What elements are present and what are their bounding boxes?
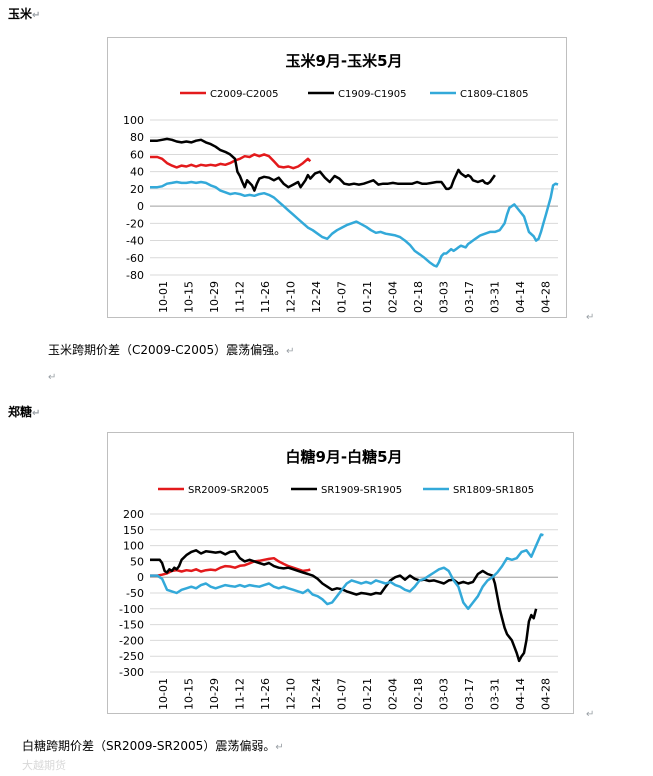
x-tick-label: 04-14 bbox=[514, 678, 527, 710]
y-tick-label: 0 bbox=[137, 571, 144, 584]
y-tick-label: -60 bbox=[126, 252, 144, 265]
y-tick-label: 40 bbox=[130, 166, 144, 179]
watermark: 大越期货 bbox=[22, 757, 66, 773]
y-tick-label: 150 bbox=[123, 524, 144, 537]
sugar-caption-text: 白糖跨期价差（SR2009-SR2005）震荡偏弱。 bbox=[22, 739, 276, 753]
y-tick-label: -250 bbox=[119, 650, 144, 663]
paragraph-mark: ↵ bbox=[32, 408, 41, 419]
x-tick-label: 11-12 bbox=[233, 281, 246, 313]
x-tick-label: 01-07 bbox=[335, 678, 348, 710]
section-heading-corn: 玉米↵ bbox=[8, 5, 40, 22]
x-tick-label: 02-04 bbox=[386, 678, 399, 710]
section-heading-sugar: 郑糖↵ bbox=[8, 403, 40, 420]
x-tick-label: 04-28 bbox=[539, 281, 552, 313]
y-tick-label: -20 bbox=[126, 217, 144, 230]
x-tick-label: 02-18 bbox=[412, 678, 425, 710]
y-tick-label: -40 bbox=[126, 235, 144, 248]
chart-title: 白糖9月-白糖5月 bbox=[285, 448, 402, 466]
corn-caption-text: 玉米跨期价差（C2009-C2005）震荡偏强。 bbox=[48, 343, 287, 357]
section-heading-corn-text: 玉米 bbox=[8, 7, 33, 21]
x-tick-label: 12-24 bbox=[310, 678, 323, 710]
x-tick-label: 01-07 bbox=[335, 281, 348, 313]
paragraph-mark: ↵ bbox=[32, 10, 41, 21]
x-tick-label: 11-26 bbox=[259, 678, 272, 710]
chart-title: 玉米9月-玉米5月 bbox=[285, 52, 402, 70]
x-tick-label: 03-17 bbox=[463, 678, 476, 710]
x-tick-label: 02-04 bbox=[386, 281, 399, 313]
y-tick-label: 20 bbox=[130, 183, 144, 196]
series-line bbox=[150, 556, 311, 577]
x-tick-label: 01-21 bbox=[361, 678, 374, 710]
series-line bbox=[150, 533, 544, 611]
y-tick-label: -50 bbox=[126, 587, 144, 600]
watermark-text: 大越期货 bbox=[22, 759, 66, 772]
x-tick-label: 10-01 bbox=[157, 281, 170, 313]
y-tick-label: 60 bbox=[130, 148, 144, 161]
paragraph-mark: ↵ bbox=[275, 742, 284, 753]
corn-spread-chart: 玉米9月-玉米5月 C2009-C2005 C1909-C1905 C1809-C18… bbox=[107, 37, 567, 318]
x-tick-label: 12-24 bbox=[310, 281, 323, 313]
sugar-spread-chart: 白糖9月-白糖5月 SR2009-SR2005 SR1909-SR1905 SR180… bbox=[107, 432, 574, 714]
x-tick-label: 01-21 bbox=[361, 281, 374, 313]
y-tick-label: -300 bbox=[119, 666, 144, 679]
y-tick-label: -80 bbox=[126, 269, 144, 282]
y-tick-label: -100 bbox=[119, 603, 144, 616]
legend-label: C2009-C2005 bbox=[210, 89, 278, 100]
y-tick-label: 200 bbox=[123, 508, 144, 521]
sugar-caption: 白糖跨期价差（SR2009-SR2005）震荡偏弱。↵ bbox=[22, 737, 284, 754]
legend-label: C1809-C1805 bbox=[460, 89, 528, 100]
y-tick-label: 0 bbox=[137, 200, 144, 213]
x-tick-label: 10-15 bbox=[182, 281, 195, 313]
paragraph-mark: ↵ bbox=[586, 709, 595, 720]
x-tick-label: 02-18 bbox=[412, 281, 425, 313]
x-tick-label: 03-31 bbox=[488, 678, 501, 710]
x-tick-label: 03-03 bbox=[437, 281, 450, 313]
x-tick-label: 12-10 bbox=[284, 281, 297, 313]
x-tick-label: 10-15 bbox=[182, 678, 195, 710]
x-tick-label: 12-10 bbox=[284, 678, 297, 710]
y-tick-label: 50 bbox=[130, 555, 144, 568]
x-tick-label: 10-29 bbox=[208, 678, 221, 710]
x-tick-label: 03-31 bbox=[488, 281, 501, 313]
y-tick-label: 80 bbox=[130, 131, 144, 144]
legend-label: SR2009-SR2005 bbox=[188, 485, 269, 496]
x-tick-label: 03-03 bbox=[437, 678, 450, 710]
y-tick-label: 100 bbox=[123, 540, 144, 553]
series-line bbox=[150, 180, 559, 268]
y-tick-label: -150 bbox=[119, 619, 144, 632]
sugar-spread-chart-svg: 白糖9月-白糖5月 SR2009-SR2005 SR1909-SR1905 SR180… bbox=[119, 448, 558, 710]
x-tick-label: 10-29 bbox=[208, 281, 221, 313]
paragraph-mark: ↵ bbox=[586, 312, 595, 323]
paragraph-mark: ↵ bbox=[286, 346, 295, 357]
paragraph-mark: ↵ bbox=[48, 372, 57, 383]
x-tick-label: 04-14 bbox=[514, 281, 527, 313]
x-tick-label: 10-01 bbox=[157, 678, 170, 710]
section-heading-sugar-text: 郑糖 bbox=[8, 405, 33, 419]
legend-label: C1909-C1905 bbox=[338, 89, 406, 100]
series-line bbox=[150, 549, 538, 663]
corn-spread-chart-svg: 玉米9月-玉米5月 C2009-C2005 C1909-C1905 C1809-C18… bbox=[123, 52, 559, 313]
x-tick-label: 11-26 bbox=[259, 281, 272, 313]
x-tick-label: 11-12 bbox=[233, 678, 246, 710]
corn-caption: 玉米跨期价差（C2009-C2005）震荡偏强。↵ bbox=[48, 341, 295, 358]
legend-label: SR1809-SR1805 bbox=[453, 485, 534, 496]
series-line bbox=[150, 137, 496, 192]
series-line bbox=[150, 153, 312, 170]
y-tick-label: -200 bbox=[119, 634, 144, 647]
x-tick-label: 03-17 bbox=[463, 281, 476, 313]
y-tick-label: 100 bbox=[123, 114, 144, 127]
x-tick-label: 04-28 bbox=[539, 678, 552, 710]
legend-label: SR1909-SR1905 bbox=[321, 485, 402, 496]
